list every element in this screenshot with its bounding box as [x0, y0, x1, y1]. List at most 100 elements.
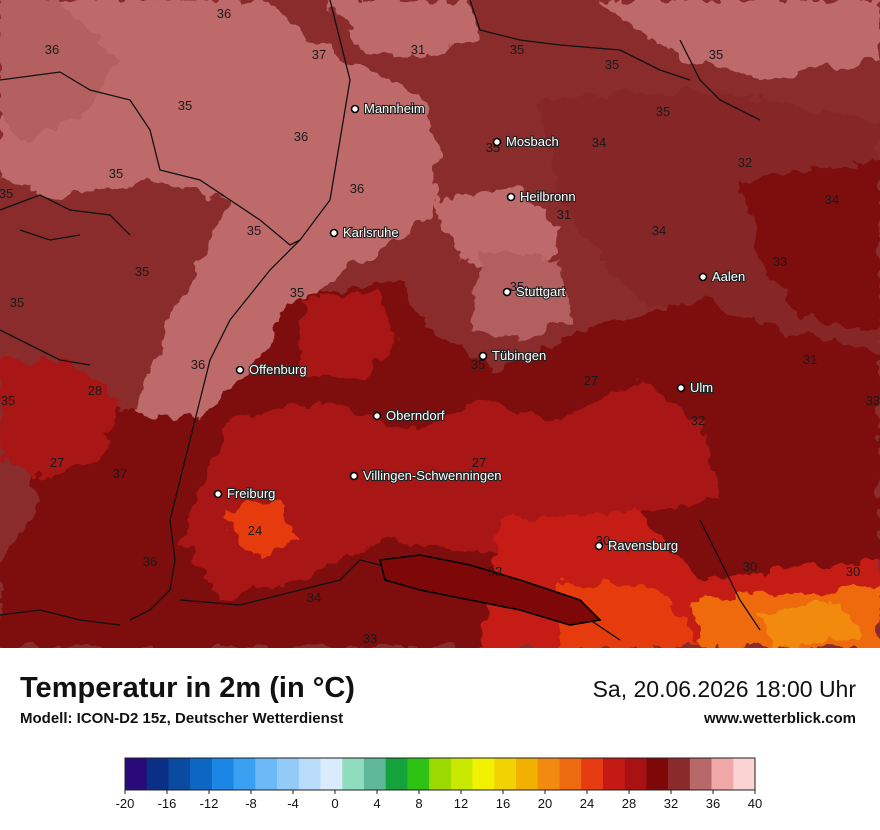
legend-swatch [407, 758, 430, 790]
isotherm-label: 35 [10, 295, 24, 310]
isotherm-label: 32 [691, 413, 705, 428]
legend-tick-label: -4 [287, 796, 299, 811]
city-marker: Karlsruhe [329, 224, 400, 241]
legend-swatch [624, 758, 647, 790]
temperature-map: 36 36 37 31 35 35 35 35 35 36 34 35 32 35 36 35 34 31 35 34… [0, 0, 880, 648]
city-dot [329, 228, 339, 238]
city-dot [235, 365, 245, 375]
isotherm-label: 33 [363, 631, 377, 646]
city-dot [492, 137, 502, 147]
legend-swatch [298, 758, 321, 790]
city-dot [372, 411, 382, 421]
lake-constance [379, 554, 602, 626]
city-label: Stuttgart [516, 284, 566, 299]
legend-tick-label: 0 [331, 796, 338, 811]
isotherm-label: 35 [605, 57, 619, 72]
isotherm-label: 34 [592, 135, 606, 150]
legend-swatch [168, 758, 191, 790]
city-dot [350, 104, 360, 114]
isotherm-label: 35 [247, 223, 261, 238]
isotherm-label: 36 [350, 181, 364, 196]
legend-swatch [255, 758, 278, 790]
city-marker: Villingen-Schwenningen [349, 467, 503, 484]
legend-swatch [581, 758, 604, 790]
legend-tick-label: 12 [454, 796, 468, 811]
city-label: Freiburg [227, 486, 275, 501]
isotherm-labels: 36 36 37 31 35 35 35 35 35 36 34 35 32 35 36 35 34 31 35 34… [0, 6, 880, 646]
legend-swatch [363, 758, 386, 790]
legend-swatch [559, 758, 582, 790]
legend-tick-label: 4 [373, 796, 380, 811]
legend-swatch [668, 758, 691, 790]
legend-swatch [602, 758, 625, 790]
legend-swatch [146, 758, 169, 790]
isotherm-label: 31 [411, 42, 425, 57]
city-dot [478, 351, 488, 361]
legend-swatch [646, 758, 669, 790]
city-marker: Stuttgart [502, 283, 567, 300]
isotherm-label: 32 [738, 155, 752, 170]
website-link[interactable]: www.wetterblick.com [704, 710, 856, 727]
legend-tick-label: 8 [415, 796, 422, 811]
legend-tick-label: 16 [496, 796, 510, 811]
legend-tick-label: -8 [245, 796, 257, 811]
isotherm-label: 35 [510, 279, 524, 294]
city-marker: Mosbach [492, 133, 560, 150]
city-label: Ravensburg [608, 538, 678, 553]
city-label: Aalen [712, 269, 745, 284]
forecast-datetime: Sa, 20.06.2026 18:00 Uhr [592, 676, 856, 702]
legend-swatch [733, 758, 756, 790]
legend-swatch [689, 758, 712, 790]
legend-swatch [125, 758, 148, 790]
isotherm-label: 35 [656, 104, 670, 119]
legend-swatch [516, 758, 539, 790]
city-dot [502, 287, 512, 297]
isotherm-label: 28 [88, 383, 102, 398]
model-info: Modell: ICON-D2 15z, Deutscher Wetterdie… [20, 710, 344, 727]
city-label: Heilbronn [520, 189, 576, 204]
isotherm-label: 37 [113, 466, 127, 481]
city-dot [349, 471, 359, 481]
legend-swatch [472, 758, 495, 790]
legend-swatch [342, 758, 365, 790]
isotherm-label: 36 [217, 6, 231, 21]
city-marker: Oberndorf [372, 407, 446, 424]
isotherm-label: 35 [178, 98, 192, 113]
legend-swatch [494, 758, 517, 790]
isotherm-label: 33 [773, 254, 787, 269]
legend-swatches [124, 757, 756, 791]
temperature-field [0, 0, 880, 648]
legend-tick-label: 28 [622, 796, 636, 811]
isotherm-label: 37 [312, 47, 326, 62]
isotherm-label: 36 [143, 554, 157, 569]
city-dot [594, 541, 604, 551]
city-label: Karlsruhe [343, 225, 399, 240]
city-marker: Tübingen [478, 347, 547, 364]
legend-border [124, 757, 756, 791]
legend-tick-label: -16 [158, 796, 177, 811]
city-label: Villingen-Schwenningen [363, 468, 502, 483]
isotherm-label: 30 [846, 564, 860, 579]
city-marker: Aalen [698, 268, 746, 285]
isotherm-label: 31 [803, 352, 817, 367]
legend-swatch [450, 758, 473, 790]
city-marker: Ravensburg [594, 537, 679, 554]
isotherm-label: 27 [50, 455, 64, 470]
legend-tick-label: 24 [580, 796, 594, 811]
legend-swatch [320, 758, 343, 790]
city-dot [676, 383, 686, 393]
isotherm-label: 30 [743, 559, 757, 574]
city-label: Oberndorf [386, 408, 445, 423]
legend-ticks: -20 -16 -12 -8 -4 0 4 8 12 16 20 24 28 32 36 40 [116, 790, 762, 811]
city-label: Offenburg [249, 362, 307, 377]
legend-swatch [429, 758, 452, 790]
isotherm-label: 33 [488, 564, 502, 579]
isotherm-label: 31 [557, 207, 571, 222]
legend-swatch [277, 758, 300, 790]
legend-tick-label: 32 [664, 796, 678, 811]
city-markers: Mannheim Mosbach Heilbronn Karlsruhe Aalen St… [213, 100, 746, 554]
isotherm-label: 35 [0, 186, 13, 201]
isotherm-label: 35 [109, 166, 123, 181]
city-marker: Heilbronn [506, 188, 577, 205]
isotherm-label: 36 [294, 129, 308, 144]
